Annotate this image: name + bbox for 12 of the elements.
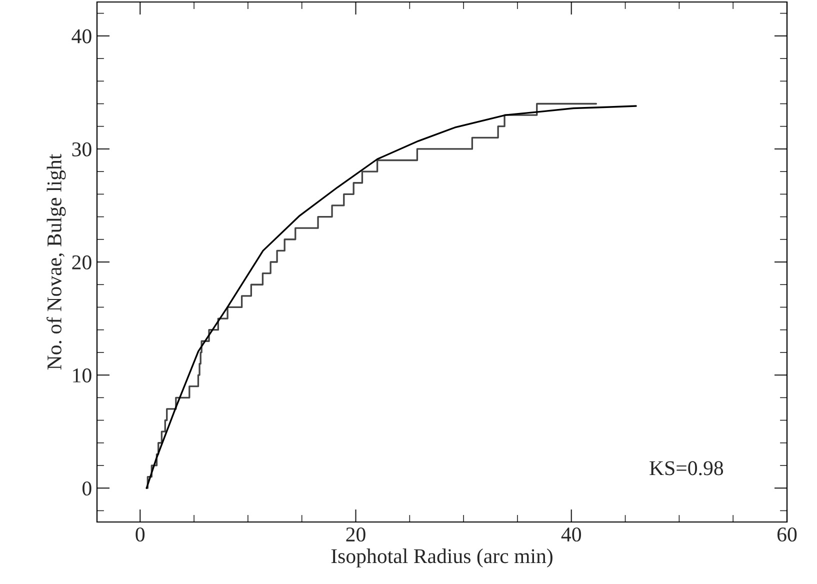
- x-tick-label: 40: [561, 527, 581, 542]
- annotation: KS=0.98: [650, 461, 724, 476]
- x-tick-label: 20: [346, 527, 366, 542]
- y-tick-label: 30: [72, 142, 92, 156]
- y-axis-title: No. of Novae, Bulge light: [46, 154, 66, 370]
- y-tick-label: 20: [72, 255, 92, 270]
- y-tick-label: 0: [82, 481, 92, 496]
- x-axis-title: Isophotal Radius (arc min): [331, 548, 552, 568]
- x-tick-label: 60: [777, 527, 797, 542]
- y-tick-label: 10: [73, 368, 92, 382]
- y-tick-label: 40: [72, 29, 92, 44]
- x-tick-label: 0: [136, 527, 145, 542]
